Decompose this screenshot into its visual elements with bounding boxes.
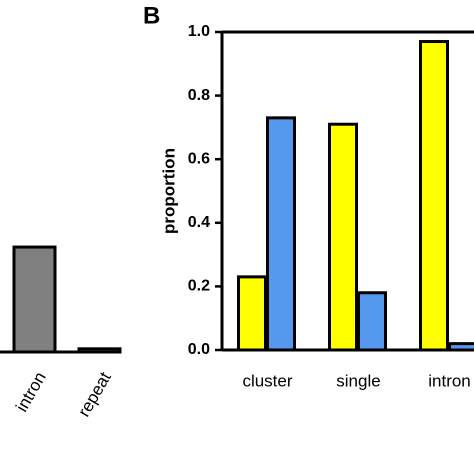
x-tick-label: cluster xyxy=(242,371,292,390)
bar xyxy=(328,122,358,352)
y-tick-label: 0.0 xyxy=(188,341,210,358)
x-tick-label: intron xyxy=(428,371,471,390)
bar xyxy=(237,275,267,352)
x-tick-label: single xyxy=(336,371,380,390)
x-tick-label: intron xyxy=(12,369,50,415)
bar xyxy=(12,245,57,354)
bar xyxy=(77,347,122,354)
bar xyxy=(419,40,449,352)
panel-label: B xyxy=(143,2,160,29)
y-tick-label: 0.6 xyxy=(188,150,210,167)
x-tick-label: repeat xyxy=(74,369,115,420)
y-tick-label: 0.4 xyxy=(188,214,210,231)
bar xyxy=(266,116,296,352)
bar xyxy=(357,291,387,352)
y-tick-label: 1.0 xyxy=(188,23,210,40)
y-tick-label: 0.2 xyxy=(188,278,210,295)
y-axis-label: proportion xyxy=(159,148,178,234)
y-tick-label: 0.8 xyxy=(188,87,210,104)
bar xyxy=(448,342,474,352)
